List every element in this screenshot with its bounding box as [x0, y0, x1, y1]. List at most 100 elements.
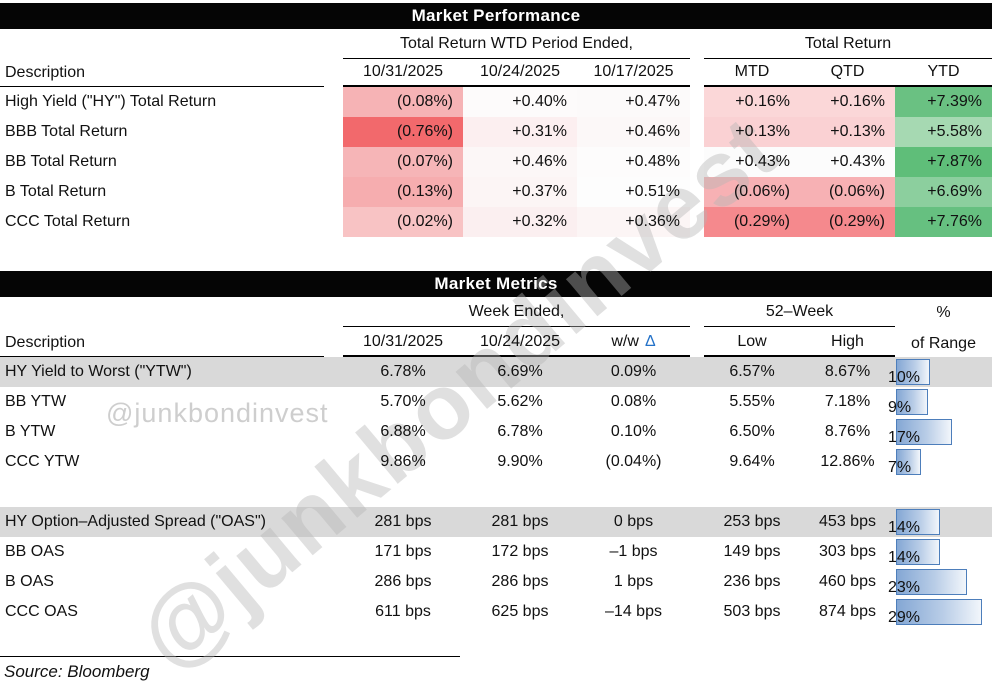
value-cell: 171 bps — [374, 543, 432, 560]
value-cell: 303 bps — [819, 543, 876, 560]
group-header-52-week: 52–Week — [704, 303, 895, 327]
heat-cell: +7.39% — [895, 87, 992, 117]
group-header-wtd: Total Return WTD Period Ended, — [343, 35, 690, 59]
table-row: CCC YTW 9.86% 9.90% (0.04%) 9.64% 12.86%… — [0, 447, 992, 477]
heat-cell: +0.43% — [704, 147, 800, 177]
row-description: HY Option–Adjusted Spread ("OAS") — [5, 513, 266, 530]
value-cell: 453 bps — [819, 513, 876, 530]
value-cell: 611 bps — [375, 603, 431, 620]
range-bar-cell: 7% — [888, 447, 992, 477]
value-cell: 0 bps — [613, 513, 654, 530]
group-header-week-ended: Week Ended, — [343, 303, 690, 327]
value-cell: 6.69% — [497, 363, 543, 380]
description-header: Description — [0, 334, 343, 357]
section-title: Market Performance — [411, 6, 581, 25]
range-bar-cell: 29% — [888, 597, 992, 627]
table-row: HY Yield to Worst ("YTW") 6.78% 6.69% 0.… — [0, 357, 992, 387]
data-bar — [896, 539, 940, 565]
section-gap — [0, 237, 992, 271]
value-cell: 281 bps — [491, 513, 549, 530]
row-description: BBB Total Return — [5, 123, 128, 140]
heat-cell: (0.08%) — [343, 87, 463, 117]
range-bar-cell: 23% — [888, 567, 992, 597]
market-performance-table: Market Performance Total Return WTD Peri… — [0, 3, 992, 237]
total-return-headers: MTD QTD YTD — [704, 63, 992, 87]
market-metrics-title-bar: Market Metrics — [0, 271, 992, 297]
row-description: High Yield ("HY") Total Return — [5, 93, 217, 110]
range-bar-cell: 17% — [888, 417, 992, 447]
row-description: B YTW — [5, 423, 56, 440]
value-cell: 1 bps — [613, 573, 654, 590]
value-cell: –14 bps — [605, 603, 662, 620]
heat-cell: +0.37% — [463, 177, 577, 207]
value-cell: 253 bps — [723, 513, 781, 530]
table-row: BB Total Return (0.07%) +0.46% +0.48% +0… — [0, 147, 992, 177]
table-row: HY Option–Adjusted Spread ("OAS") 281 bp… — [0, 507, 992, 537]
table-row: BBB Total Return (0.76%) +0.31% +0.46% +… — [0, 117, 992, 147]
data-bar — [896, 359, 930, 385]
value-cell: 0.10% — [610, 423, 657, 440]
heat-cell: +5.58% — [895, 117, 992, 147]
metrics-column-header-row: Description 10/31/2025 10/24/2025 w/w Δ L… — [0, 327, 992, 357]
value-cell: 7.18% — [824, 393, 871, 410]
heat-cell: +0.48% — [577, 147, 690, 177]
col-header-wwdelta: w/w Δ — [611, 333, 656, 350]
range-bar-cell: 10% — [888, 357, 992, 387]
value-cell: 149 bps — [723, 543, 781, 560]
heat-cell: +0.16% — [704, 87, 800, 117]
data-bar — [896, 599, 982, 625]
data-bar — [896, 569, 967, 595]
value-cell: 625 bps — [491, 603, 549, 620]
value-cell: 12.86% — [820, 453, 875, 470]
heat-cell: (0.07%) — [343, 147, 463, 177]
heat-cell: +0.13% — [704, 117, 800, 147]
heat-cell: +0.46% — [463, 147, 577, 177]
group-header-percent: % — [936, 304, 951, 321]
heat-cell: +0.51% — [577, 177, 690, 207]
col-header-high: High — [831, 333, 864, 350]
heat-cell: +0.47% — [577, 87, 690, 117]
heat-cell: (0.13%) — [343, 177, 463, 207]
col-header-of-range: of Range — [911, 335, 976, 352]
value-cell: 460 bps — [819, 573, 876, 590]
value-cell: 9.86% — [380, 453, 426, 470]
row-description: CCC YTW — [5, 453, 80, 470]
heat-cell: (0.06%) — [704, 177, 800, 207]
performance-column-header-row: Description 10/31/2025 10/24/2025 10/17/… — [0, 59, 992, 87]
heat-cell: +0.31% — [463, 117, 577, 147]
of-range-header-wrap: of Range — [895, 335, 992, 357]
col-header-date2: 10/24/2025 — [479, 333, 561, 350]
heat-cell: +7.76% — [895, 207, 992, 237]
data-bar — [896, 509, 940, 535]
heat-cell: +0.13% — [800, 117, 895, 147]
value-cell: 6.50% — [729, 423, 775, 440]
col-header-low: Low — [737, 333, 767, 350]
table-row: High Yield ("HY") Total Return (0.08%) +… — [0, 87, 992, 117]
range-bar-cell: 9% — [888, 387, 992, 417]
heat-cell: +0.43% — [800, 147, 895, 177]
col-header-qtd: QTD — [830, 63, 865, 80]
description-header: Description — [0, 64, 343, 87]
data-bar — [896, 419, 952, 445]
value-cell: 8.67% — [824, 363, 871, 380]
delta-glyph: Δ — [644, 333, 656, 350]
market-metrics-table: Market Metrics Week Ended, 52–Week % Des… — [0, 271, 992, 627]
row-description: BB Total Return — [5, 153, 117, 170]
table-row: CCC OAS 611 bps 625 bps –14 bps 503 bps … — [0, 597, 992, 627]
value-cell: –1 bps — [609, 543, 658, 560]
value-cell: 0.08% — [610, 393, 657, 410]
row-description: B OAS — [5, 573, 54, 590]
row-description: B Total Return — [5, 183, 107, 200]
value-cell: 172 bps — [491, 543, 549, 560]
source-note: Source: Bloomberg — [4, 662, 150, 681]
value-cell: 236 bps — [723, 573, 781, 590]
footer-divider — [0, 656, 460, 657]
col-header-date3: 10/17/2025 — [593, 63, 674, 80]
blank-row — [0, 477, 992, 507]
heat-cell: +0.46% — [577, 117, 690, 147]
table-row: BB YTW 5.70% 5.62% 0.08% 5.55% 7.18% 9% — [0, 387, 992, 417]
heat-cell: (0.29%) — [800, 207, 895, 237]
value-cell: 5.70% — [380, 393, 426, 410]
value-cell: 9.90% — [497, 453, 543, 470]
